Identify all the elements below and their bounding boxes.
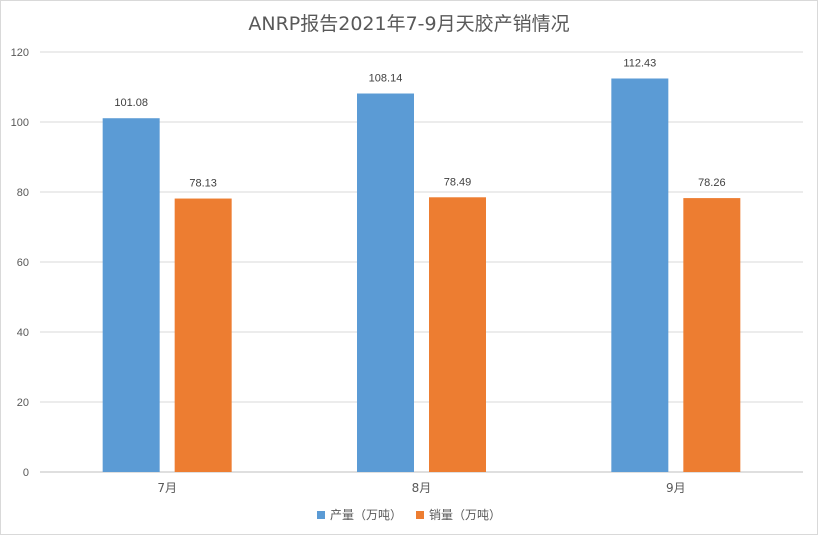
data-label: 78.49 bbox=[444, 176, 472, 188]
chart-title: ANRP报告2021年7-9月天胶产销情况 bbox=[248, 13, 570, 35]
data-labels: 101.08 78.13 108.14 78.49 112.43 78.26 bbox=[114, 57, 725, 189]
x-tick-label: 9月 bbox=[666, 481, 686, 495]
y-tick-label: 60 bbox=[17, 257, 29, 269]
y-tick-label: 100 bbox=[11, 117, 29, 129]
y-axis-ticks: 0 20 40 60 80 100 120 bbox=[11, 47, 29, 479]
bar-sales bbox=[429, 197, 486, 472]
data-label: 112.43 bbox=[623, 57, 656, 69]
legend-label-sales: 销量（万吨） bbox=[429, 508, 502, 522]
y-tick-label: 40 bbox=[17, 327, 29, 339]
y-tick-label: 80 bbox=[17, 187, 29, 199]
bar-output bbox=[611, 78, 669, 473]
x-tick-label: 8月 bbox=[412, 481, 432, 495]
y-tick-label: 120 bbox=[11, 47, 29, 59]
bar-sales bbox=[174, 198, 232, 473]
bar-sales bbox=[683, 198, 741, 472]
bar-output bbox=[102, 118, 160, 472]
legend-label-output: 产量（万吨） bbox=[329, 508, 402, 522]
legend-swatch-output bbox=[316, 510, 325, 519]
data-label: 78.13 bbox=[189, 178, 217, 190]
y-tick-label: 0 bbox=[23, 467, 29, 479]
legend-swatch-sales bbox=[416, 510, 424, 519]
legend: 产量（万吨） 销量（万吨） bbox=[0, 506, 818, 523]
data-label: 101.08 bbox=[114, 97, 148, 109]
x-tick-label: 7月 bbox=[157, 481, 177, 495]
legend-item-output: 产量（万吨） bbox=[316, 506, 402, 523]
data-label: 108.14 bbox=[369, 73, 403, 85]
y-tick-label: 20 bbox=[17, 397, 29, 409]
data-label: 78.26 bbox=[698, 177, 726, 189]
x-axis-ticks: 7月 8月 9月 bbox=[157, 481, 685, 495]
gridlines bbox=[40, 51, 803, 473]
bar-output bbox=[357, 93, 414, 472]
bars bbox=[102, 78, 741, 473]
legend-item-sales: 销量（万吨） bbox=[416, 506, 501, 523]
